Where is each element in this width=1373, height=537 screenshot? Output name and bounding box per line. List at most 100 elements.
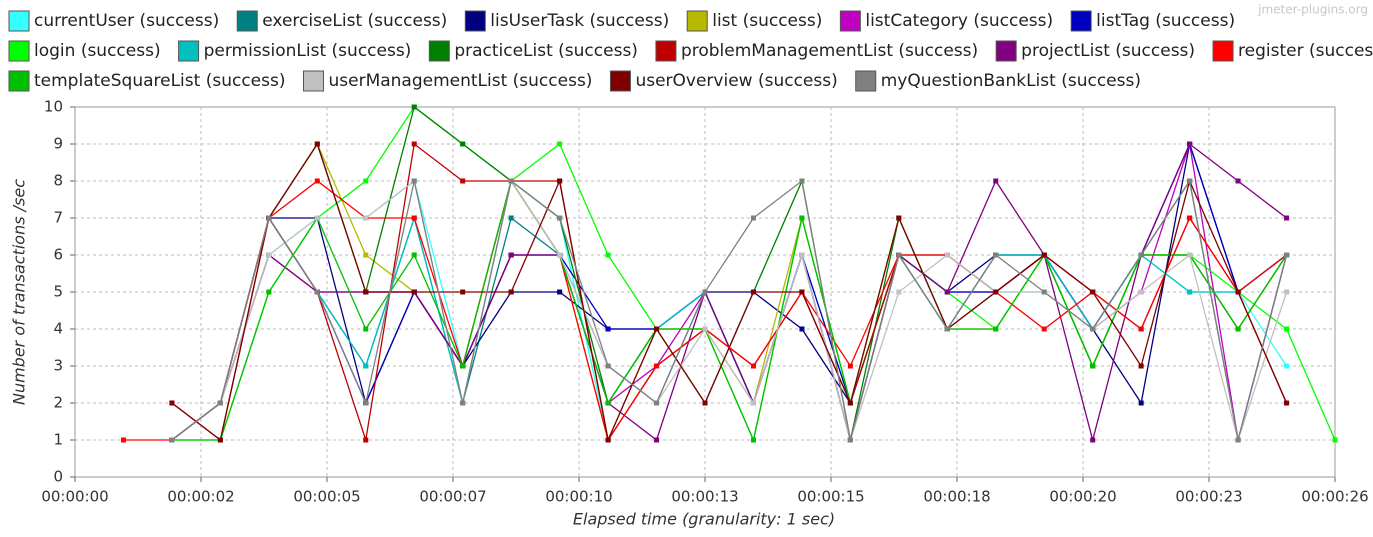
legend-swatch [609,70,631,92]
point [799,289,805,295]
point [217,437,223,443]
point [266,252,272,258]
point [557,178,563,184]
point [750,215,756,221]
point [799,326,805,332]
point [508,215,514,221]
point [847,437,853,443]
point [508,252,514,258]
legend-swatch [8,40,30,62]
series-line [171,179,1288,443]
legend-swatch [236,10,258,32]
legend-swatch [1070,10,1092,32]
legend-swatch [178,40,200,62]
point [1090,363,1096,369]
point [702,400,708,406]
point [847,363,853,369]
point [557,289,563,295]
point [944,252,950,258]
point [1041,326,1047,332]
point [314,215,320,221]
legend-label: lisUserTask (success) [490,11,669,31]
x-tick-label: 00:00:00 [41,488,108,506]
series-line [171,143,1287,441]
y-tick-label: 0 [53,468,63,486]
point [1138,400,1144,406]
point [1138,289,1144,295]
point [1187,141,1193,147]
legend-label: userManagementList (success) [328,71,592,91]
legend-swatch [8,70,30,92]
series-line [171,179,1288,441]
point [605,326,611,332]
y-tick-label: 7 [53,209,63,227]
point [1090,289,1096,295]
point [508,289,514,295]
point [363,252,369,258]
point [654,437,660,443]
point [1041,252,1047,258]
legend-swatch [464,10,486,32]
point [557,215,563,221]
point [1332,437,1338,443]
legend-swatch [1212,40,1234,62]
y-tick-label: 8 [53,172,63,190]
y-tick-label: 1 [53,431,63,449]
legend-label: userOverview (success) [635,71,837,91]
point [363,326,369,332]
point [944,326,950,332]
point [896,252,902,258]
x-tick-label: 00:00:26 [1301,488,1368,506]
point [654,363,660,369]
point [1284,215,1290,221]
point [799,178,805,184]
point [1284,326,1290,332]
point [363,400,369,406]
legend-swatch [428,40,450,62]
point [896,215,902,221]
point [460,141,466,147]
point [1284,363,1290,369]
y-tick-label: 2 [53,394,63,412]
point [1138,326,1144,332]
point [605,363,611,369]
x-axis-title: Elapsed time (granularity: 1 sec) [573,510,835,529]
legend-label: register (success) [1238,41,1373,61]
legend-label: permissionList (success) [204,41,412,61]
point [411,104,417,110]
point [1284,289,1290,295]
point [1187,252,1193,258]
point [1235,326,1241,332]
legend-label: projectList (success) [1021,41,1195,61]
legend-swatch [995,40,1017,62]
x-tick-label: 00:00:13 [671,488,738,506]
point [460,400,466,406]
point [1235,289,1241,295]
legend-label: problemManagementList (success) [681,41,978,61]
watermark: jmeter-plugins.org [1257,3,1368,17]
y-tick-label: 9 [53,135,63,153]
point [314,178,320,184]
legend-label: login (success) [34,41,161,61]
y-axis-title: Number of transactions /sec [10,179,29,405]
point [460,363,466,369]
point [120,437,126,443]
point [993,178,999,184]
x-tick-label: 00:00:15 [797,488,864,506]
point [363,215,369,221]
point [460,178,466,184]
point [1138,363,1144,369]
point [363,178,369,184]
point [847,400,853,406]
point [169,437,175,443]
point [557,141,563,147]
y-tick-label: 4 [53,320,63,338]
point [411,141,417,147]
y-tick-label: 6 [53,246,63,264]
point [944,289,950,295]
series-line [171,142,1288,443]
x-tick-label: 00:00:02 [167,488,234,506]
x-tick-label: 00:00:07 [419,488,486,506]
y-tick-label: 3 [53,357,63,375]
x-tick-label: 00:00:23 [1175,488,1242,506]
